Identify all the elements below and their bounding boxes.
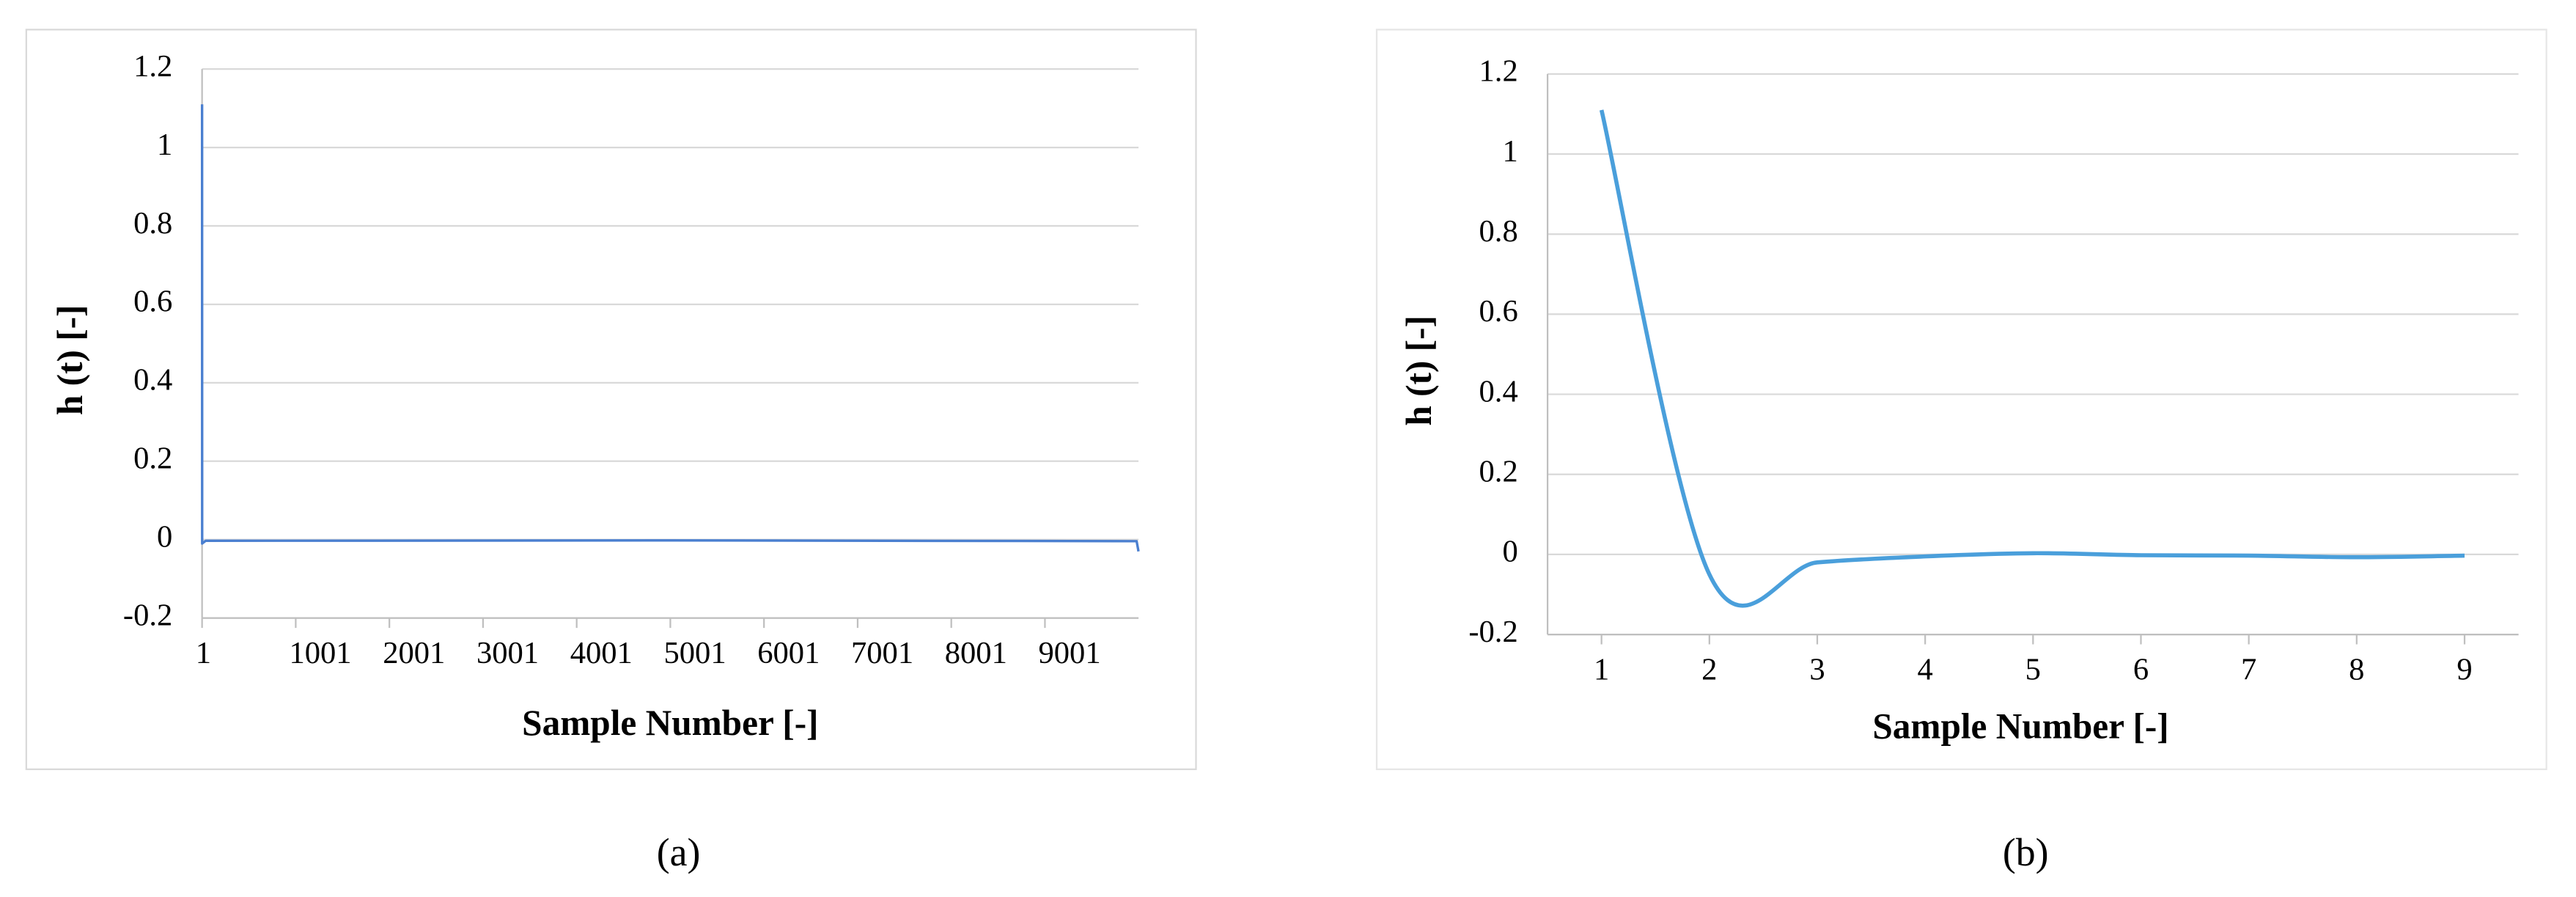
- x-tick-label: 1001: [289, 636, 351, 670]
- y-tick-label: -0.2: [1468, 615, 1517, 649]
- x-tick-label: 3: [1809, 652, 1825, 687]
- data-line: [1599, 109, 2465, 608]
- y-tick-label: 0.6: [1479, 294, 1518, 329]
- y-tick-label: 1.2: [133, 49, 172, 84]
- x-axis-title: Sample Number [-]: [1872, 706, 2168, 746]
- y-axis-title: h (t) [-]: [50, 305, 90, 416]
- x-tick-label: 8001: [945, 636, 1007, 670]
- y-tick-label: 1: [157, 128, 172, 162]
- x-tick-label: 6001: [757, 636, 820, 670]
- y-tick-label: 1.2: [1479, 54, 1518, 89]
- x-tick-label: 2001: [383, 636, 445, 670]
- y-tick-label: 0: [1502, 535, 1517, 569]
- x-tick-label: 7: [2241, 652, 2256, 687]
- y-tick-label: 0.4: [1479, 374, 1518, 409]
- y-tick-label: 1: [1502, 134, 1517, 169]
- x-tick-label: 1: [1594, 652, 1609, 687]
- caption: (a): [657, 830, 701, 874]
- x-tick-label: 5001: [663, 636, 726, 670]
- data-line: [200, 104, 1140, 552]
- y-tick-label: 0.4: [133, 363, 172, 398]
- y-tick-label: 0: [157, 520, 172, 554]
- panel-frame: [25, 29, 1197, 770]
- panel-frame: [1375, 29, 2547, 770]
- x-tick-label: 8: [2349, 652, 2364, 687]
- x-tick-label: 3001: [476, 636, 539, 670]
- y-tick-label: -0.2: [123, 598, 172, 632]
- x-tick-label: 9001: [1038, 636, 1100, 670]
- y-tick-label: 0.8: [133, 206, 172, 241]
- y-tick-label: 0.2: [1479, 454, 1518, 488]
- x-tick-label: 7001: [851, 636, 913, 670]
- y-axis-title: h (t) [-]: [1399, 315, 1439, 426]
- x-axis-title: Sample Number [-]: [522, 703, 818, 743]
- x-tick-label: 6: [2133, 652, 2149, 687]
- y-tick-label: 0.2: [133, 442, 172, 476]
- x-tick-label: 4: [1918, 652, 1933, 687]
- y-tick-label: 0.6: [133, 285, 172, 319]
- x-tick-label: 9: [2457, 652, 2472, 687]
- x-tick-label: 1: [196, 636, 211, 670]
- x-tick-label: 5: [2025, 652, 2041, 687]
- y-tick-label: 0.8: [1479, 214, 1518, 249]
- x-tick-label: 4001: [570, 636, 633, 670]
- x-tick-label: 2: [1701, 652, 1717, 687]
- caption: (b): [2003, 830, 2049, 874]
